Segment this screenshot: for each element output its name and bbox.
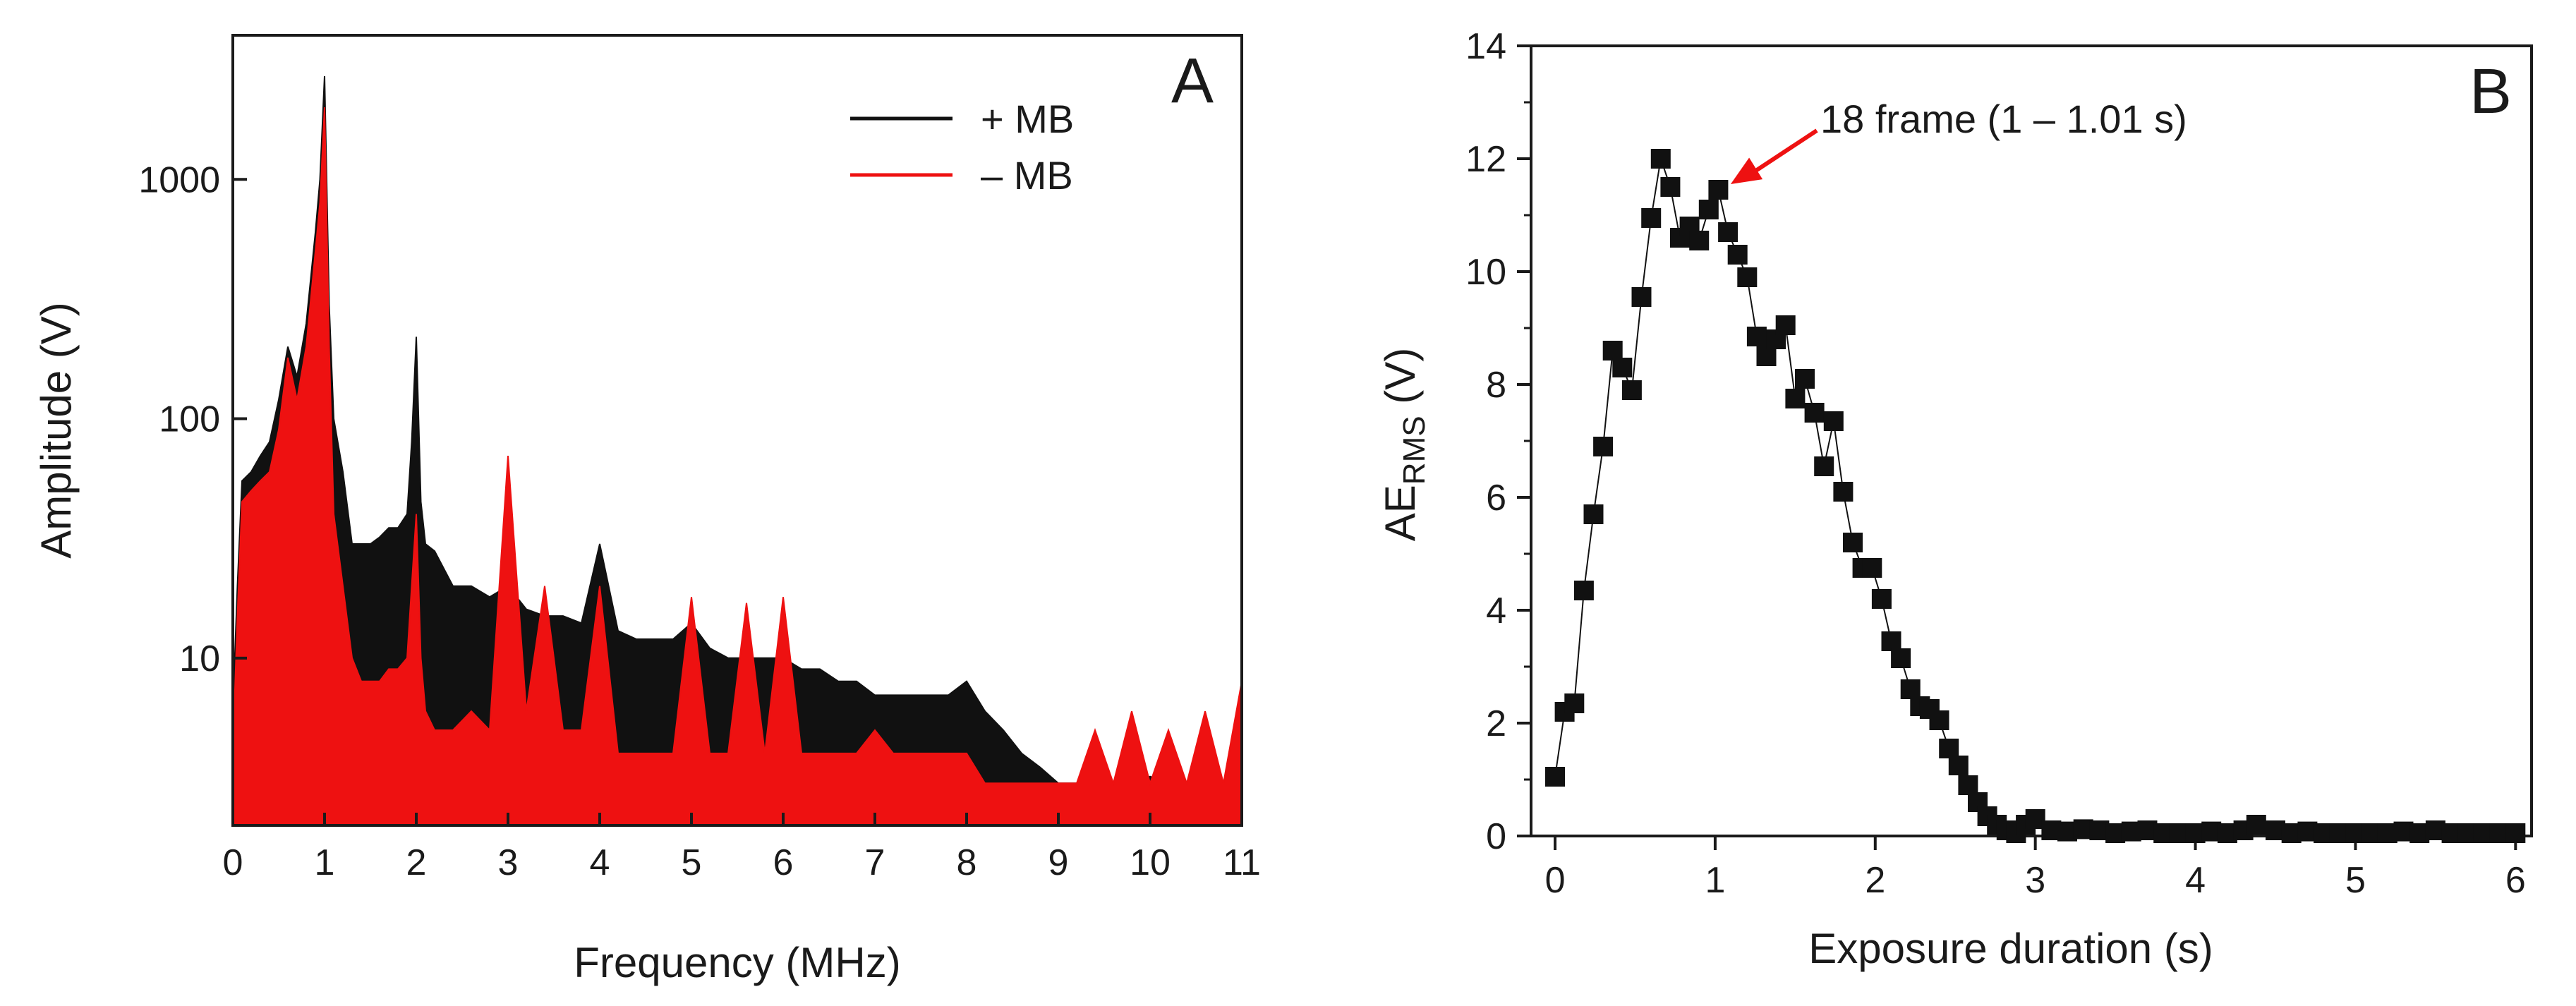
- x-tick-label: 0: [223, 842, 243, 883]
- data-point: [1814, 456, 1834, 476]
- y-tick-label: 10: [179, 638, 220, 679]
- data-point: [1631, 287, 1652, 307]
- data-point: [1593, 437, 1614, 456]
- data-point: [1650, 149, 1671, 169]
- y-tick-label: 6: [1486, 478, 1506, 519]
- data-point: [1881, 631, 1901, 651]
- data-point: [1929, 710, 1949, 730]
- x-tick-label: 7: [865, 842, 885, 883]
- data-point: [1958, 775, 1978, 795]
- y-tick-label: 100: [159, 399, 220, 440]
- data-point: [1612, 358, 1633, 377]
- data-point: [1545, 767, 1565, 787]
- data-point: [1823, 411, 1844, 431]
- series-minus-mb-spectrum: [232, 107, 1242, 826]
- panel-b-annotation: 18 frame (1 – 1.01 s): [1820, 97, 2187, 141]
- x-tick-label: 11: [1223, 842, 1261, 883]
- panel-b-y-ticks: 0 2 4 6 8 10 12 14: [1465, 26, 1531, 857]
- connecting-line: [1554, 158, 2516, 835]
- x-tick-label: 4: [2185, 860, 2206, 901]
- data-point: [1795, 369, 1815, 389]
- data-point: [1641, 208, 1662, 228]
- legend-label-minus-mb: – MB: [981, 153, 1073, 198]
- y-tick-label: 8: [1486, 365, 1506, 406]
- data-point: [1573, 581, 1594, 600]
- x-tick-label: 4: [590, 842, 610, 883]
- y-tick-label: 2: [1486, 703, 1506, 744]
- data-point: [1871, 589, 1892, 609]
- panel-b-x-ticks: 0 1 2 3 4 5 6: [1545, 836, 2526, 901]
- y-tick-label: 1000: [138, 159, 220, 200]
- panel-a-frame: [231, 34, 1243, 827]
- data-point: [1698, 200, 1719, 219]
- x-tick-label: 2: [406, 842, 427, 883]
- x-tick-label: 3: [2025, 860, 2045, 901]
- data-point: [1718, 222, 1739, 242]
- panel-b-y-axis-label: AERMS (V): [1377, 348, 1432, 541]
- data-point: [1785, 389, 1806, 408]
- x-tick-label: 5: [2345, 860, 2366, 901]
- panel-a-legend: + MB – MB: [850, 97, 1074, 198]
- data-point: [1843, 533, 1863, 552]
- data-point: [1689, 231, 1710, 250]
- panel-a-x-ticks: 0 1 2 3 4 5 6 7 8 9 10 11: [223, 813, 1261, 883]
- x-tick-label: 9: [1048, 842, 1069, 883]
- x-tick-label: 3: [498, 842, 519, 883]
- x-tick-label: 1: [1705, 860, 1725, 901]
- data-point: [1900, 679, 1921, 699]
- data-point: [1891, 648, 1911, 668]
- panel-a-x-axis-label: Frequency (MHz): [574, 939, 900, 986]
- data-point: [1583, 504, 1604, 524]
- data-point: [1564, 693, 1585, 713]
- annotation-arrow: [1730, 128, 1818, 184]
- data-point: [1746, 327, 1767, 346]
- panel-b-x-axis-label: Exposure duration (s): [1808, 925, 2213, 972]
- data-point: [1660, 177, 1681, 197]
- data-point: [1756, 346, 1777, 366]
- data-point: [1775, 315, 1796, 335]
- x-tick-label: 2: [1865, 860, 1885, 901]
- series-plus-mb-spectrum: [232, 75, 1242, 826]
- data-point: [1948, 756, 1969, 775]
- data-point: [1862, 558, 1882, 578]
- data-point: [1804, 403, 1825, 423]
- panel-b-frame: [1530, 44, 2533, 837]
- data-point: [1621, 380, 1642, 400]
- data-point: [1602, 341, 1623, 360]
- panel-b-label: B: [2469, 56, 2512, 127]
- x-tick-label: 1: [315, 842, 335, 883]
- y-tick-label: 14: [1465, 26, 1506, 67]
- x-tick-label: 5: [682, 842, 702, 883]
- data-point: [1833, 482, 1854, 502]
- x-tick-label: 10: [1130, 842, 1171, 883]
- x-tick-label: 6: [2505, 860, 2526, 901]
- panel-b-plot-area: [1545, 149, 2526, 843]
- data-point: [1727, 245, 1748, 265]
- panel-a-y-ticks: 10 100 1000: [138, 159, 247, 679]
- y-tick-label: 4: [1486, 590, 1506, 631]
- legend-label-plus-mb: + MB: [981, 97, 1074, 141]
- x-tick-label: 6: [773, 842, 794, 883]
- data-point: [2505, 823, 2526, 843]
- y-tick-label: 10: [1465, 252, 1506, 293]
- panel-a: 0 1 2 3 4 5 6 7 8 9 10 11 10 100 1000 Frequency (MHz)…: [32, 34, 1261, 986]
- data-point: [1939, 739, 1959, 758]
- y-tick-label: 12: [1465, 139, 1506, 180]
- x-tick-label: 8: [957, 842, 977, 883]
- data-point: [1708, 180, 1729, 200]
- data-point: [1737, 267, 1758, 287]
- data-point: [2246, 815, 2266, 835]
- y-tick-label: 0: [1486, 816, 1506, 857]
- panel-a-plot-area: [232, 75, 1242, 826]
- panel-a-label: A: [1171, 46, 1214, 116]
- x-tick-label: 0: [1545, 860, 1566, 901]
- panel-a-y-axis-label: Amplitude (V): [32, 302, 80, 558]
